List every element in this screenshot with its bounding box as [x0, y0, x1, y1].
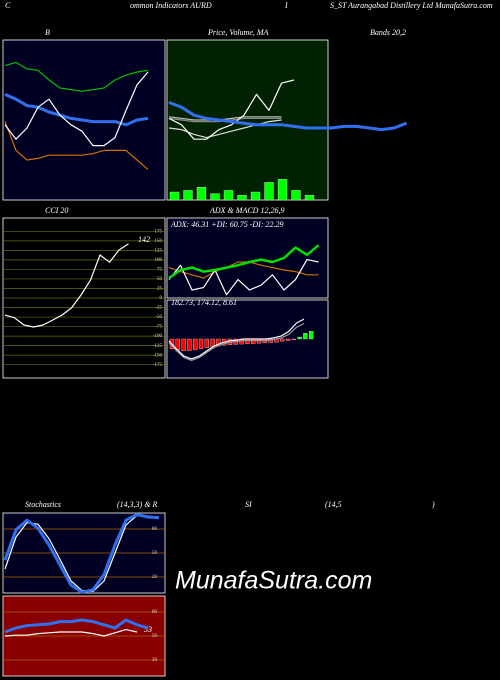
line — [168, 259, 319, 296]
bar — [285, 338, 291, 341]
bar — [309, 331, 314, 340]
line — [168, 100, 408, 132]
header-part: I — [284, 1, 288, 10]
line — [4, 243, 129, 328]
y-tick-label: -75 — [155, 325, 162, 330]
panel-title: Price, Volume, MA — [207, 28, 269, 37]
bar — [291, 338, 296, 340]
annotation: ) — [431, 500, 435, 509]
bar — [183, 190, 193, 201]
annotation: (14,3,3) & R — [117, 500, 158, 509]
panel — [166, 217, 329, 299]
bar — [277, 179, 288, 201]
bar — [264, 182, 274, 201]
line — [168, 322, 305, 361]
y-tick-label: 20 — [152, 658, 158, 663]
line — [3, 513, 160, 594]
bar — [204, 338, 209, 348]
y-tick-label: -150 — [153, 353, 163, 358]
line — [4, 61, 149, 92]
header-part: S_ST Aurangabad Distillery Ltd MunafaSut… — [330, 1, 493, 10]
annotation: (14,5 — [325, 500, 342, 509]
y-tick-label: 25 — [157, 287, 163, 292]
bar — [245, 338, 250, 344]
bar — [187, 338, 192, 351]
line — [168, 261, 319, 279]
y-tick-label: 150 — [155, 239, 163, 244]
panel-title: ADX & MACD 12,26,9 — [209, 206, 284, 215]
y-tick-label: 75 — [157, 268, 163, 273]
bar — [198, 338, 204, 349]
panel-title: B — [45, 28, 50, 37]
bar — [237, 195, 247, 201]
annotation: Bands 20,2 — [370, 28, 406, 37]
bar — [251, 338, 256, 344]
annotation: SI — [245, 500, 252, 509]
bar — [181, 338, 186, 351]
annotation: 53 — [144, 625, 152, 634]
header-part: C — [5, 1, 11, 10]
line — [4, 121, 149, 171]
y-tick-label: 50 — [157, 277, 163, 282]
y-tick-label: -25 — [155, 306, 162, 311]
bar — [304, 195, 315, 201]
header-part: ommon Indicators AURD — [130, 1, 212, 10]
y-tick-label: 80 — [152, 610, 158, 615]
bar — [196, 187, 207, 201]
y-tick-label: -175 — [153, 363, 163, 368]
y-tick-label: 100 — [155, 258, 163, 263]
panel-title: Stochastics — [25, 500, 61, 509]
bar — [291, 190, 301, 201]
y-tick-label: 125 — [155, 249, 163, 254]
bar — [280, 338, 285, 342]
line — [168, 116, 282, 121]
line — [4, 93, 149, 127]
bar — [250, 191, 261, 201]
line — [168, 318, 305, 360]
y-tick-label: 50 — [152, 551, 158, 556]
line — [168, 244, 320, 280]
line — [4, 628, 138, 637]
annotation: 142 — [138, 235, 150, 244]
y-tick-label: 0 — [160, 296, 163, 301]
panel-subtitle: ADX: 46.31 +DI: 60.75 -DI: 22.29 — [170, 220, 284, 229]
bar — [297, 336, 302, 340]
watermark: MunafaSutra.com — [175, 567, 372, 595]
y-tick-label: -100 — [153, 334, 163, 339]
bar — [223, 190, 234, 201]
y-tick-label: 175 — [155, 229, 163, 234]
bar — [303, 332, 308, 340]
panel-subtitle: 182.73, 174.12, 8.61 — [171, 298, 237, 307]
bar — [193, 338, 198, 351]
y-tick-label: 80 — [152, 527, 158, 532]
panel-title: CCI 20 — [45, 206, 68, 215]
bar — [169, 191, 180, 201]
y-tick-label: 20 — [152, 575, 158, 580]
line — [168, 79, 295, 140]
y-tick-label: -50 — [155, 315, 162, 320]
y-tick-label: 50 — [152, 634, 158, 639]
line — [4, 71, 149, 147]
line — [4, 618, 149, 634]
y-tick-label: -125 — [153, 344, 163, 349]
bar — [210, 193, 220, 201]
